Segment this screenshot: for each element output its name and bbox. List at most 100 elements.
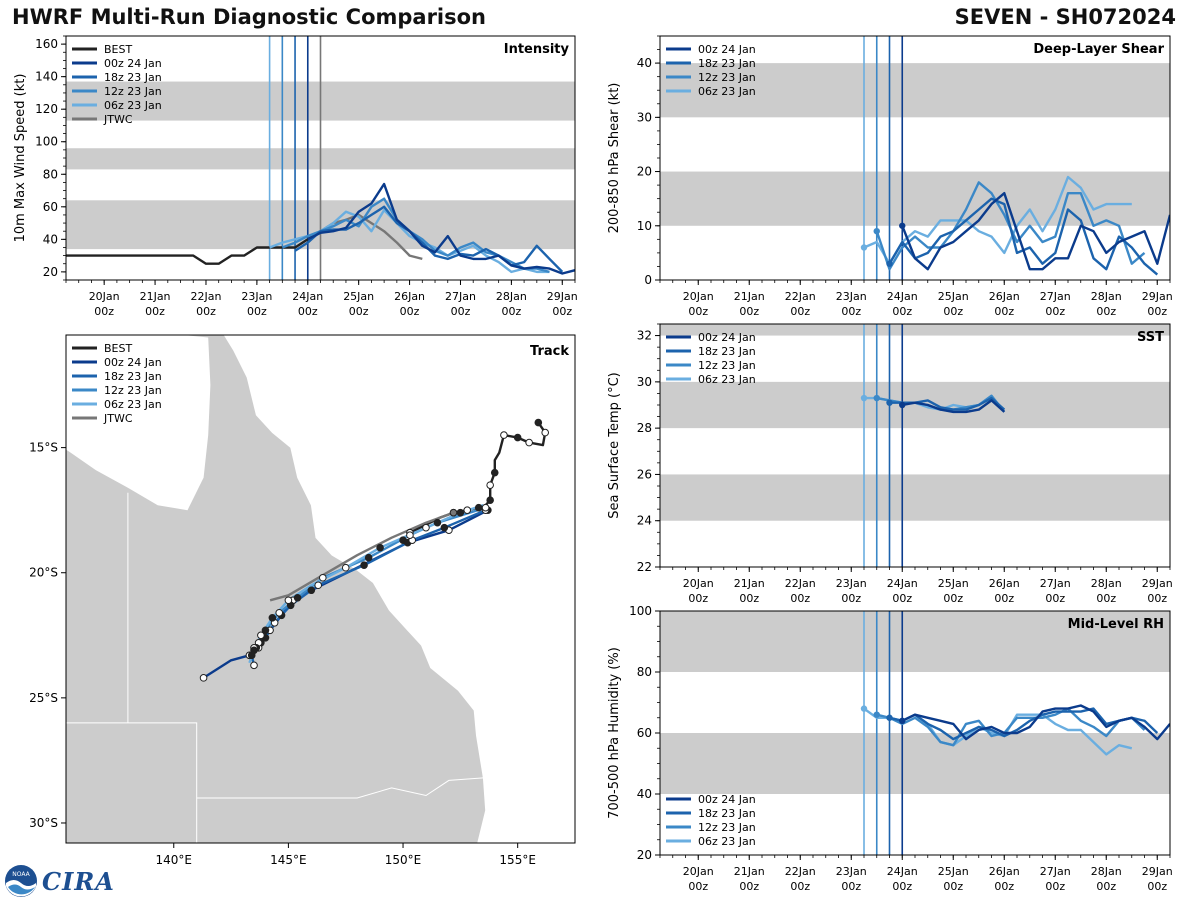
track-position-marker [481, 503, 490, 512]
legend-label: 18z 23 Jan [104, 370, 162, 383]
y-tick-label: 40 [637, 56, 652, 70]
noaa-emblem-icon: NOAA [5, 865, 37, 897]
track-position-marker [456, 508, 465, 517]
y-tick-label: 10 [637, 219, 652, 233]
track-position-marker [364, 553, 373, 562]
x-tick-label: 29Jan [1142, 577, 1173, 590]
x-tick-label: 22Jan [785, 865, 816, 878]
x-tick-label: 00z [943, 592, 963, 605]
track-position-marker [293, 593, 302, 602]
plot-area [660, 611, 1170, 855]
x-tick-label: 00z [892, 880, 912, 893]
panel-title: Deep-Layer Shear [1033, 42, 1164, 57]
threshold-band [660, 324, 1170, 336]
y-tick-label: 20 [637, 848, 652, 862]
x-tick-label: 28Jan [1091, 865, 1122, 878]
legend-label: 12z 23 Jan [698, 71, 756, 84]
legend-label: JTWC [103, 412, 133, 425]
panel-shear: 0 10 20 30 40 20Jan 00z 21Jan 00z 22Jan 00z 23Jan 00… [607, 35, 1173, 318]
x-tick-label: 29Jan [1142, 290, 1173, 303]
legend-label: 00z 24 Jan [698, 43, 756, 56]
series-line [901, 191, 1170, 271]
x-tick-label: 00z [739, 592, 759, 605]
legend-label: 00z 24 Jan [698, 331, 756, 344]
series-start-marker [873, 711, 880, 718]
x-tick-label: 26Jan [989, 577, 1020, 590]
track-position-marker [341, 563, 350, 572]
track-position-marker [261, 626, 270, 635]
y-tick-label: 120 [35, 102, 58, 116]
x-tick-label: 29Jan [1142, 865, 1173, 878]
x-tick-label: 21Jan [734, 290, 765, 303]
track-position-marker [318, 573, 327, 582]
x-tick-label: 24Jan [887, 290, 918, 303]
track-position-marker [500, 431, 508, 439]
y-tick-label: 30 [637, 375, 652, 389]
series-start-marker [886, 260, 893, 267]
y-tick-label: 100 [629, 604, 652, 618]
legend-label: 12z 23 Jan [104, 384, 162, 397]
x-tick-label: 29Jan [547, 290, 578, 303]
track-position-marker [433, 518, 442, 527]
y-tick-label: 80 [637, 665, 652, 679]
track-position-marker [486, 481, 494, 489]
lat-tick-label: 30°S [29, 816, 58, 830]
series-line [319, 213, 423, 261]
lat-tick-label: 15°S [29, 441, 58, 455]
x-tick-label: 00z [688, 592, 708, 605]
panel-rh: 20 40 60 80 100 20Jan 00z 21Jan 00z 22Jan 00z 23Jan… [607, 604, 1173, 893]
track-position-marker [474, 503, 483, 512]
x-tick-label: 27Jan [1040, 577, 1071, 590]
panel-title: SST [1137, 330, 1164, 345]
series-start-marker [873, 228, 880, 235]
x-tick-label: 00z [1045, 880, 1065, 893]
series-start-marker [860, 705, 868, 712]
series-start-marker [873, 394, 880, 402]
panel-title: Mid-Level RH [1068, 617, 1164, 632]
legend-label: 12z 23 Jan [698, 359, 756, 372]
x-tick-label: 00z [1096, 592, 1116, 605]
x-tick-label: 23Jan [836, 290, 867, 303]
x-tick-label: 20Jan [683, 577, 714, 590]
border-qld-nsw [196, 777, 484, 799]
legend-label: 00z 24 Jan [104, 57, 162, 70]
legend-label: 06z 23 Jan [698, 85, 756, 98]
x-tick-label: 20Jan [683, 290, 714, 303]
legend-label: 00z 24 Jan [104, 356, 162, 369]
series-start-marker [899, 222, 906, 229]
x-tick-label: 00z [892, 305, 912, 318]
x-tick-label: 00z [451, 305, 471, 318]
legend-label: 12z 23 Jan [104, 85, 162, 98]
x-tick-label: 21Jan [140, 290, 171, 303]
x-tick-label: 00z [145, 305, 165, 318]
border-sa-qld [66, 722, 198, 843]
x-tick-label: 28Jan [1091, 290, 1122, 303]
y-tick-label: 0 [644, 273, 652, 287]
track-position-marker [250, 661, 258, 670]
cira-logo: NOAA CIRA [4, 864, 115, 898]
x-tick-label: 26Jan [394, 290, 425, 303]
lat-tick-label: 20°S [29, 566, 58, 580]
x-tick-label: 26Jan [989, 290, 1020, 303]
x-tick-label: 00z [994, 592, 1014, 605]
track-position-marker [513, 433, 522, 442]
legend-label: 18z 23 Jan [698, 807, 756, 820]
panel-intensity: 20 40 60 80 100 120 140 160 20Jan 00z 21Jan 00z 22Ja… [13, 35, 578, 318]
panel-sst: 22 24 26 28 30 32 20Jan 00z 21Jan 00z 22Jan 00z 23Ja… [607, 323, 1173, 605]
x-tick-label: 00z [892, 592, 912, 605]
cira-logo-text: CIRA [42, 866, 115, 896]
x-tick-label: 25Jan [938, 865, 969, 878]
x-tick-label: 27Jan [1040, 290, 1071, 303]
series-line [901, 704, 1170, 741]
legend-label: BEST [104, 43, 132, 56]
y-tick-label: 60 [43, 200, 58, 214]
series-line [902, 399, 1006, 414]
storm-id-title: SEVEN - SH072024 [954, 5, 1176, 29]
x-tick-label: 28Jan [496, 290, 527, 303]
x-tick-label: 24Jan [292, 290, 323, 303]
y-tick-label: 24 [637, 514, 652, 528]
track-line [269, 511, 454, 602]
x-tick-label: 20Jan [683, 865, 714, 878]
x-tick-label: 22Jan [785, 290, 816, 303]
